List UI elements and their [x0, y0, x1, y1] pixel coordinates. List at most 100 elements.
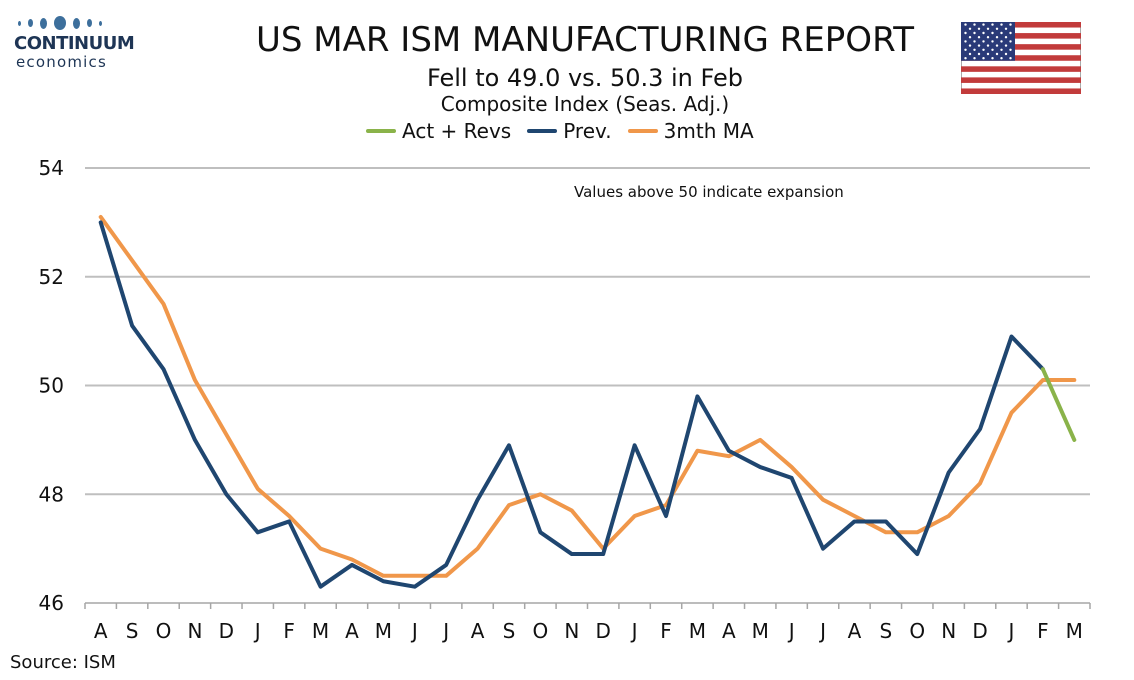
flag-star	[964, 40, 967, 43]
flag-star	[1000, 23, 1003, 26]
flag-star	[1004, 44, 1008, 47]
flag-star	[982, 48, 985, 51]
flag-star	[991, 23, 994, 26]
flag-star	[995, 52, 999, 56]
flag-star	[964, 23, 967, 26]
series-line-ma	[98, 214, 1077, 578]
flag-star	[986, 52, 990, 56]
x-tick-label: A	[848, 619, 862, 643]
x-tick-label: M	[375, 619, 392, 643]
flag-star	[991, 48, 994, 51]
legend-label-prev: Prev.	[563, 119, 612, 143]
flag-star	[1009, 40, 1012, 43]
legend-item-ma: 3mth MA	[627, 119, 754, 143]
flag-star	[1000, 48, 1003, 51]
flag-star	[1004, 52, 1008, 56]
flag-star	[1009, 31, 1012, 35]
flag-star	[973, 48, 976, 51]
legend-item-prev: Prev.	[527, 119, 612, 143]
x-tick-label: A	[345, 619, 359, 643]
x-tick-label: N	[187, 619, 202, 643]
legend-swatch-ma	[627, 129, 658, 133]
x-tick-label: F	[283, 619, 295, 643]
flag-star	[964, 31, 967, 35]
x-tick-label: A	[722, 619, 736, 643]
flag-star	[986, 36, 990, 39]
series-layer	[98, 214, 1077, 589]
flag-star	[982, 31, 985, 35]
flag-star	[964, 57, 967, 60]
flag-star	[991, 40, 994, 43]
x-tick-label: D	[972, 619, 987, 643]
x-tick-label: J	[630, 619, 638, 643]
logo-dots-icon	[18, 14, 134, 32]
x-tick-label: J	[818, 619, 826, 643]
x-tick-label: J	[253, 619, 261, 643]
flag-star	[968, 36, 972, 39]
flag-star	[973, 31, 976, 35]
flag-star	[1004, 36, 1008, 39]
flag-star	[995, 44, 999, 47]
flag-star	[964, 48, 967, 51]
us-flag-icon	[961, 22, 1081, 94]
y-tick-label: 48	[39, 482, 64, 506]
legend-swatch-act	[366, 129, 396, 133]
flag-star	[982, 23, 985, 26]
flag-star	[973, 57, 976, 60]
flag-star	[968, 44, 972, 47]
flag-star	[977, 27, 981, 30]
y-tick-label: 50	[39, 374, 64, 398]
flag-star	[995, 27, 999, 30]
legend-label-ma: 3mth MA	[663, 119, 754, 143]
x-tick-label: O	[156, 619, 172, 643]
flag-star	[973, 23, 976, 26]
logo: CONTINUUM economics	[14, 14, 135, 71]
flag-star	[995, 36, 999, 39]
flag-star	[977, 52, 981, 56]
x-tick-label: A	[94, 619, 108, 643]
x-tick-label: S	[503, 619, 516, 643]
x-tick-label: M	[1066, 619, 1083, 643]
x-tick-label: J	[787, 619, 795, 643]
flag-star	[1004, 27, 1008, 30]
flag-star	[1009, 57, 1012, 60]
x-tick-label: J	[1007, 619, 1015, 643]
chart-title: US MAR ISM MANUFACTURING REPORT	[256, 20, 914, 60]
legend-label-act: Act + Revs	[402, 119, 512, 143]
flag-star	[968, 52, 972, 56]
x-tick-label: A	[471, 619, 485, 643]
chart-subtitle-secondary: Composite Index (Seas. Adj.)	[440, 92, 730, 116]
x-tick-label: M	[312, 619, 329, 643]
x-tick-label: J	[410, 619, 418, 643]
x-tick-label: S	[126, 619, 139, 643]
flag-star	[977, 36, 981, 39]
flag-star	[991, 57, 994, 60]
flag-star	[1009, 23, 1012, 26]
x-tick-label: M	[752, 619, 769, 643]
flag-star	[986, 27, 990, 30]
flag-star	[1000, 31, 1003, 35]
x-tick-label: F	[660, 619, 672, 643]
y-tick-label: 46	[39, 591, 64, 615]
flag-star	[1009, 48, 1012, 51]
x-tick-label: D	[596, 619, 611, 643]
legend-swatch-prev	[527, 129, 558, 133]
y-tick-label: 54	[39, 156, 64, 180]
legend-item-act: Act + Revs	[366, 119, 511, 143]
logo-brand-line2: economics	[16, 53, 107, 71]
source-note: Source: ISM	[10, 652, 116, 673]
flag-star	[982, 40, 985, 43]
flag-star	[986, 44, 990, 47]
flag-star	[977, 44, 981, 47]
flag-star	[1000, 40, 1003, 43]
x-tick-label: N	[564, 619, 579, 643]
x-tick-label: O	[909, 619, 925, 643]
series-line-act	[1040, 367, 1077, 442]
y-tick-label: 52	[39, 265, 64, 289]
x-tick-label: S	[880, 619, 893, 643]
flag-star	[968, 27, 972, 30]
chart-subtitle: Fell to 49.0 vs. 50.3 in Feb	[426, 64, 744, 92]
flag-star	[973, 40, 976, 43]
